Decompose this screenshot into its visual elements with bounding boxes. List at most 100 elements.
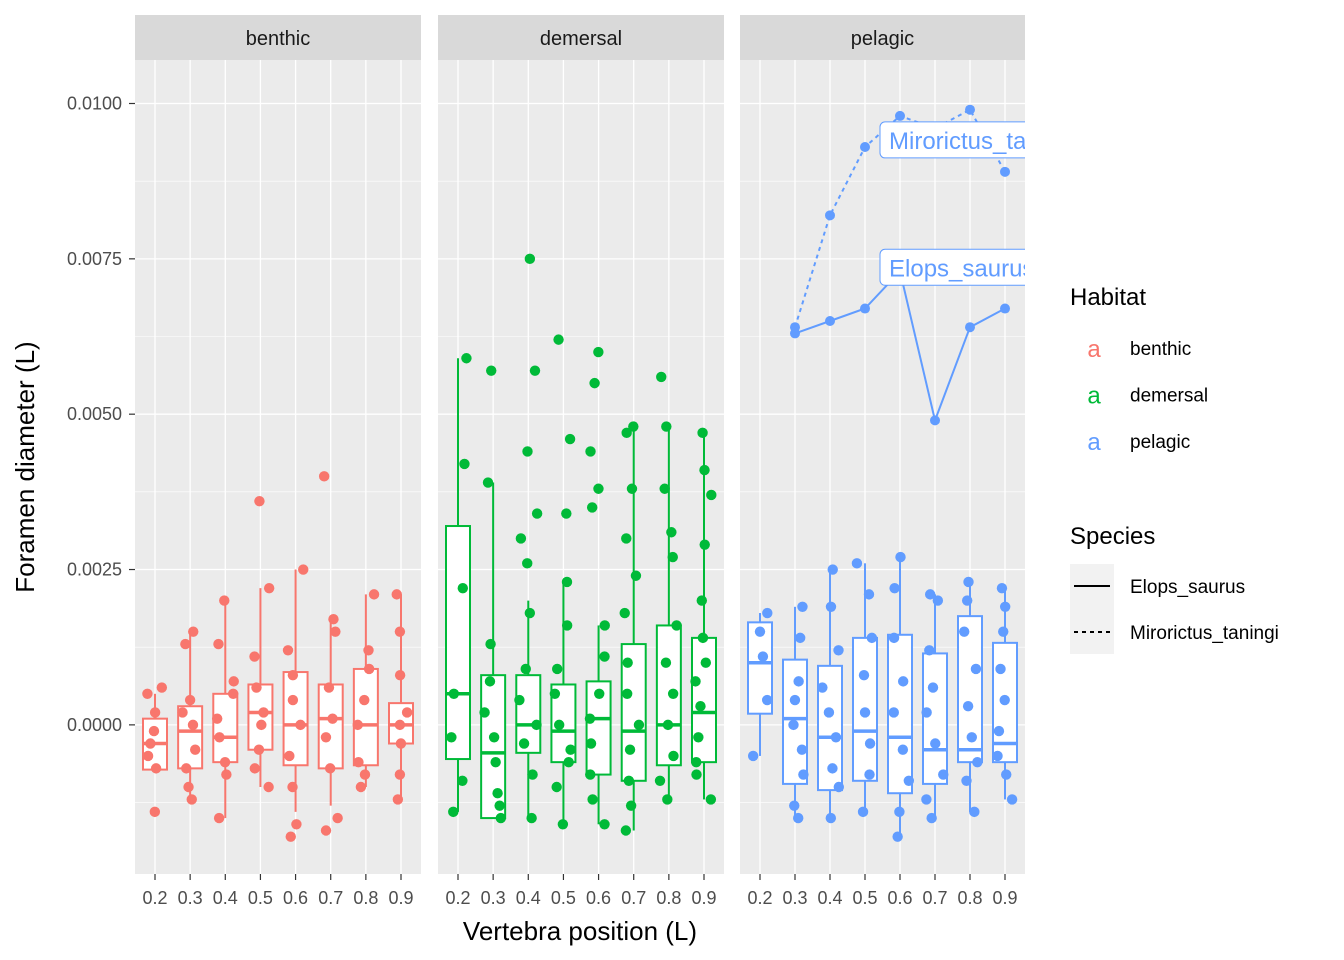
box-body (352, 667, 379, 767)
box-body (922, 652, 948, 785)
x-tick-label: 0.5 (248, 888, 273, 908)
data-point (697, 427, 708, 439)
data-point (522, 446, 533, 457)
data-point (359, 694, 370, 706)
data-point (993, 725, 1005, 737)
data-point (363, 663, 375, 675)
data-point (621, 688, 633, 700)
data-point (656, 371, 667, 383)
species-line-point (1000, 166, 1010, 177)
data-point (330, 626, 341, 637)
data-point (352, 719, 363, 731)
data-point (966, 732, 977, 743)
x-tick-label: 0.4 (817, 888, 842, 908)
data-point (599, 819, 610, 830)
data-point (214, 732, 225, 743)
y-tick-label: 0.0075 (67, 249, 122, 269)
data-point (969, 806, 980, 818)
species-line-point (965, 322, 975, 333)
data-point (961, 775, 972, 786)
data-point (888, 632, 900, 644)
data-point (150, 763, 162, 774)
x-tick-label: 0.2 (445, 888, 470, 908)
data-point (927, 682, 939, 693)
data-point (256, 719, 267, 731)
data-point (184, 694, 196, 706)
species-label-Elops_saurus: Elops_saurus (889, 255, 1034, 282)
data-point (284, 750, 295, 762)
species-line-point (825, 210, 835, 221)
data-point (142, 688, 153, 700)
data-point (524, 253, 536, 265)
data-point (395, 738, 407, 749)
data-point (180, 638, 191, 650)
data-point (621, 427, 632, 439)
data-point (817, 682, 828, 693)
species-label-box (879, 248, 1025, 286)
data-point (833, 645, 844, 656)
data-point (699, 539, 710, 550)
data-point (793, 812, 804, 824)
x-tick-label: 0.3 (178, 888, 203, 908)
data-point (864, 738, 876, 749)
x-tick-label: 0.7 (621, 888, 646, 908)
x-tick-label: 0.2 (747, 888, 772, 908)
data-point (394, 626, 406, 637)
data-point (662, 794, 673, 805)
data-point (924, 645, 935, 656)
data-point (494, 800, 505, 811)
data-point (619, 607, 630, 619)
data-point (148, 725, 160, 737)
data-point (671, 620, 682, 631)
data-point (553, 334, 564, 345)
data-point (561, 508, 572, 519)
data-point (827, 763, 838, 774)
legend-habitat-key: a (1087, 383, 1101, 410)
data-point (825, 601, 837, 613)
species-line-point (965, 104, 975, 115)
panel-benthic: benthic 0.2 0.3 0.4 0.5 0.6 0.7 0.8 0.9 (135, 15, 421, 908)
data-point (461, 353, 472, 364)
data-point (992, 750, 1003, 762)
box-body (515, 674, 542, 754)
data-point (249, 651, 260, 662)
species-label-box (879, 121, 1025, 159)
data-point (998, 626, 1009, 637)
data-point (833, 781, 845, 793)
data-point (258, 707, 269, 718)
strip-demersal (438, 15, 724, 60)
data-point (690, 676, 701, 687)
legend-species: Species Elops_saurus Mirorictus_taningi (1070, 523, 1279, 654)
data-point (298, 564, 309, 575)
y-axis-title: Foramen diameter (L) (10, 341, 40, 592)
data-point (355, 781, 367, 793)
legend-habitat-label: demersal (1130, 386, 1208, 407)
data-point (263, 582, 275, 594)
data-point (932, 595, 944, 606)
box-body (282, 671, 309, 767)
data-point (796, 744, 808, 755)
data-point (287, 781, 298, 793)
x-tick-label: 0.5 (551, 888, 576, 908)
data-point (211, 713, 223, 724)
data-point (484, 676, 496, 687)
data-point (624, 744, 636, 755)
data-point (668, 750, 679, 762)
box-0.4 (212, 600, 239, 819)
data-point (287, 694, 299, 706)
data-point (659, 483, 670, 494)
data-point (903, 775, 915, 786)
data-point (219, 756, 231, 768)
data-point (827, 564, 838, 575)
data-point (287, 669, 299, 681)
data-point (699, 464, 710, 476)
data-point (586, 502, 598, 513)
x-tick-label: 0.4 (516, 888, 541, 908)
data-point (514, 694, 525, 706)
data-point (142, 750, 154, 762)
data-point (254, 495, 265, 507)
data-point (697, 632, 709, 644)
data-point (757, 651, 769, 662)
data-point (448, 688, 460, 700)
species-lines: Elops_saurus Mirorictus_taningi (790, 104, 1034, 426)
